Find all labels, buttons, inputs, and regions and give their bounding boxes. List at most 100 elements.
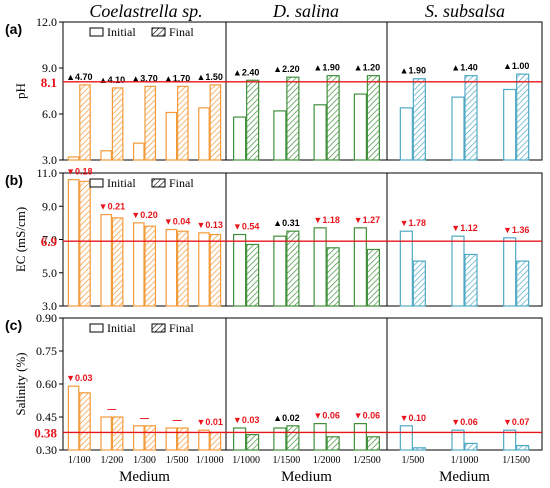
y-tick-label: 12.0 [36,15,57,29]
bar-initial [165,228,178,307]
change-label: ▼0.03 [66,373,92,383]
bar-final [286,76,300,161]
change-label: ▼1.36 [503,225,529,235]
column-title: D. salina [272,1,339,21]
bar-final [209,84,222,161]
change-label: ▼1.27 [354,215,380,225]
y-tick-label: 0.75 [36,344,57,358]
change-label: ▲1.40 [451,63,477,73]
y-tick-label: 11.0 [36,166,57,180]
bar-final [286,425,300,451]
change-label: ▲3.70 [131,73,157,83]
bar-initial [451,429,465,451]
x-tick-label: 1/2000 [313,455,341,466]
y-tick-label: 0.45 [36,410,57,424]
bar-initial [132,222,145,307]
change-label: ▲4.10 [99,75,125,85]
bar-initial [198,107,210,161]
y-axis-label: Salinity (%) [13,352,28,415]
change-label: ▲1.00 [503,61,529,71]
y-tick-label: 0.90 [36,311,57,325]
legend-label-initial: Initial [107,176,136,190]
y-tick-label: 5.0 [42,266,57,280]
x-axis-label: Medium [281,469,332,485]
bar-final [79,392,91,451]
legend-swatch-final [151,27,166,37]
column-title: S. subsalsa [425,1,505,21]
bar-initial [132,142,145,161]
y-tick-label: 9.0 [42,199,57,213]
bar-initial [100,416,113,451]
x-tick-label: 1/1500 [272,455,300,466]
change-label: ▼0.06 [451,417,477,427]
x-tick-label: 1/200 [101,455,124,466]
bar-initial [503,237,517,307]
y-tick-label: 0.30 [36,443,57,457]
bar-initial [313,104,327,161]
change-label: ▼1.18 [313,215,339,225]
change-label: ▲1.90 [400,66,426,76]
bar-final [246,434,260,451]
legend-swatch-initial [89,178,104,188]
bar-initial [198,232,210,307]
change-label: ▼0.06 [354,411,380,421]
bar-final [366,75,380,161]
bar-initial [233,427,247,451]
change-label: ▲1.90 [313,63,339,73]
bar-final [326,75,340,161]
y-tick-label: 0.60 [36,377,57,391]
legend-swatch-final [151,178,166,188]
change-label: — [173,415,182,425]
y-axis-label: pH [13,83,28,99]
bar-final [144,225,157,307]
bar-final [177,230,189,307]
bar-initial [503,88,517,161]
x-tick-label: 1/100 [68,455,91,466]
x-axis-label: Medium [439,469,490,485]
bar-initial [100,150,113,161]
bar-final [412,78,426,161]
change-label: ▲2.40 [233,67,259,77]
bar-initial [399,107,413,161]
change-label: ▲0.31 [273,218,299,228]
bar-initial [67,179,80,307]
change-label: ▲1.20 [354,63,380,73]
x-tick-label: 1/2500 [353,455,381,466]
bar-final [209,233,222,307]
bar-initial [451,235,465,307]
bar-final [326,436,340,451]
y-tick-label: 9.0 [42,61,57,75]
bar-final [111,217,124,307]
change-label: ▲1.70 [164,73,190,83]
bar-final [412,447,426,451]
panel-label: (a) [5,21,22,37]
bar-final [111,87,124,161]
column-title: Coelastrella sp. [89,1,202,21]
bar-final [79,180,91,307]
bar-initial [313,423,327,451]
y-axis-label: EC (mS/cm) [13,207,28,272]
change-label: ▼0.10 [400,413,426,423]
bar-initial [399,425,413,451]
change-label: ▼0.21 [99,202,125,212]
bar-initial [353,227,367,307]
change-label: ▼0.07 [503,417,529,427]
change-label: ▼0.54 [233,222,259,232]
bar-final [326,247,340,307]
bar-initial [233,233,247,307]
bar-final [366,248,380,307]
reference-value-label: 8.1 [41,75,57,90]
bar-final [286,230,300,307]
y-tick-label: 3.0 [42,299,57,313]
bar-final [464,442,478,451]
panel-frame [62,21,543,161]
legend-label-final: Final [169,25,194,39]
bar-initial [165,111,178,161]
x-tick-label: 1/1000 [232,455,260,466]
bar-initial [273,235,287,307]
x-tick-label: 1/500 [166,455,189,466]
change-label: ▼0.06 [313,411,339,421]
bar-final [209,431,222,451]
x-tick-label: 1/300 [133,455,156,466]
